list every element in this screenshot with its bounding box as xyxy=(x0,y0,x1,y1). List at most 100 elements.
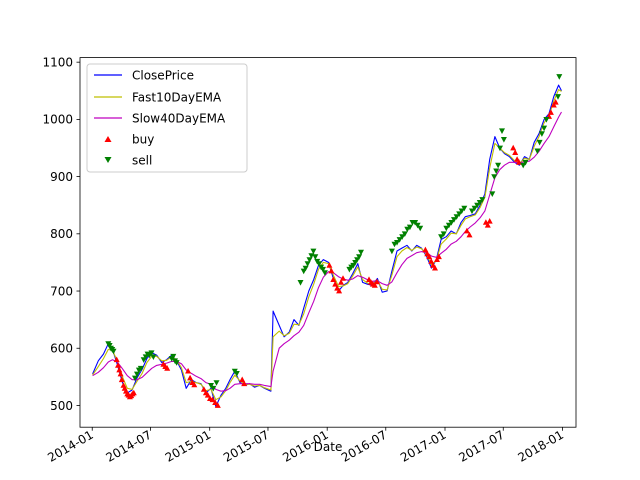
sell-marker xyxy=(148,350,155,356)
sell-marker xyxy=(358,249,364,256)
sell-marker xyxy=(451,217,457,223)
legend-label-sell: sell xyxy=(132,154,152,168)
buy-marker xyxy=(435,253,442,260)
buy-marker xyxy=(373,278,380,285)
legend: ClosePrice Fast10DayEMA Slow40DayEMA buy… xyxy=(86,63,248,173)
y-tick-label: 800 xyxy=(50,227,73,241)
sell-marker xyxy=(479,197,486,203)
buy-marker xyxy=(209,396,216,403)
buy-marker xyxy=(330,276,337,282)
legend-label-fast10dayema: Fast10DayEMA xyxy=(132,91,222,105)
sell-marker xyxy=(448,220,455,226)
buy-marker xyxy=(200,386,207,392)
sell-marker xyxy=(489,191,496,197)
sell-marker xyxy=(396,237,403,243)
buy-marker xyxy=(340,275,346,281)
sell-marker xyxy=(170,353,177,360)
sell-marker xyxy=(310,248,317,255)
sell-marker xyxy=(456,211,463,217)
sell-marker xyxy=(173,360,180,366)
sell-marker xyxy=(388,248,395,255)
buy-marker xyxy=(510,144,517,151)
sell-marker xyxy=(110,348,117,355)
sell-marker xyxy=(404,226,411,233)
sell-marker xyxy=(417,225,424,232)
y-tick-label: 700 xyxy=(50,284,73,298)
buy-marker xyxy=(371,282,378,288)
buy-marker xyxy=(204,392,211,398)
sell-marker xyxy=(543,117,550,123)
sell-marker xyxy=(469,208,475,215)
buy-marker xyxy=(113,356,120,363)
sell-marker xyxy=(555,94,561,100)
sell-marker xyxy=(321,270,328,276)
sell-marker xyxy=(491,174,498,180)
sell-marker xyxy=(541,125,548,132)
sell-marker xyxy=(440,231,447,237)
sell-marker xyxy=(556,74,563,80)
sell-marker xyxy=(297,280,304,286)
sell-marker xyxy=(306,257,313,263)
buy-marker xyxy=(336,287,343,294)
sell-marker xyxy=(497,145,503,152)
sell-marker xyxy=(302,265,309,272)
legend-label-slow40dayema: Slow40DayEMA xyxy=(132,112,226,126)
sell-marker xyxy=(132,375,138,382)
legend-box xyxy=(86,63,248,173)
sell-marker xyxy=(208,383,214,389)
sell-marker xyxy=(150,354,157,360)
sell-marker xyxy=(134,371,140,378)
buy-marker xyxy=(115,362,121,368)
buy-marker xyxy=(547,109,554,115)
sell-marker xyxy=(538,131,545,137)
buy-marker xyxy=(422,246,429,253)
sell-marker xyxy=(210,385,217,392)
sell-marker xyxy=(401,231,408,237)
axes-frame xyxy=(79,57,577,428)
buy-marker xyxy=(466,231,473,238)
sell-marker xyxy=(499,128,505,134)
buy-marker xyxy=(241,380,248,387)
sell-marker xyxy=(474,202,481,209)
sell-marker xyxy=(500,137,507,143)
sell-marker xyxy=(320,266,326,273)
y-tick-label: 500 xyxy=(50,399,73,413)
sell-marker xyxy=(414,222,421,229)
buy-marker xyxy=(116,366,123,373)
legend-marker-sell xyxy=(104,157,112,163)
buy-marker xyxy=(434,256,440,262)
sell-marker xyxy=(453,214,460,220)
buy-marker xyxy=(187,374,194,381)
buy-marker xyxy=(484,222,491,228)
sell-marker xyxy=(495,162,502,169)
sell-marker xyxy=(471,205,478,212)
buy-marker xyxy=(130,389,137,396)
buy-marker xyxy=(214,402,221,408)
sell-marker xyxy=(520,162,527,169)
buy-marker xyxy=(185,367,192,374)
x-axis-label: Date xyxy=(314,440,343,454)
plot-area xyxy=(92,74,563,408)
buy-marker xyxy=(552,99,559,105)
y-tick-label: 600 xyxy=(50,342,73,356)
sell-marker xyxy=(312,254,319,260)
sell-marker xyxy=(476,200,483,206)
sell-marker xyxy=(458,208,465,215)
sell-marker xyxy=(233,371,240,377)
y-tick-label: 900 xyxy=(50,170,73,184)
sell-marker xyxy=(445,222,452,229)
buy-marker xyxy=(164,365,171,371)
sell-marker xyxy=(438,234,445,240)
y-tick-label: 1000 xyxy=(42,113,73,127)
legend-label-buy: buy xyxy=(132,133,154,147)
sell-marker xyxy=(461,205,468,212)
sell-marker xyxy=(399,234,406,240)
buy-marker xyxy=(328,267,335,274)
buy-marker xyxy=(486,218,493,224)
buy-marker xyxy=(428,258,435,264)
legend-marker-buy xyxy=(104,136,112,142)
sell-marker xyxy=(137,365,144,372)
buy-marker xyxy=(338,279,344,285)
buy-marker xyxy=(118,376,125,383)
sell-marker xyxy=(534,148,541,155)
